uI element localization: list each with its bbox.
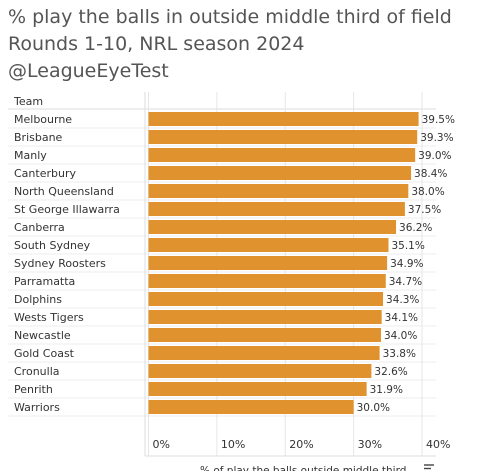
category-label: North Queensland [14, 185, 114, 198]
bar [148, 382, 367, 396]
data-label: 34.7% [389, 276, 422, 288]
category-label: Newcastle [14, 329, 71, 342]
row-header-team: Team [13, 95, 43, 108]
category-label: Gold Coast [14, 347, 75, 360]
x-tick-label: 30% [358, 438, 382, 451]
category-label: Cronulla [14, 365, 60, 378]
x-axis-title: % of play the balls outside middle third [200, 465, 406, 471]
bar [148, 166, 412, 180]
data-label: 39.0% [418, 150, 451, 162]
data-label: 35.1% [391, 240, 424, 252]
bar [148, 292, 384, 306]
bar [148, 310, 382, 324]
bar [148, 274, 386, 288]
data-label: 32.6% [374, 366, 407, 378]
data-label: 34.3% [386, 294, 419, 306]
category-label: Canberra [14, 221, 65, 234]
bar [148, 130, 418, 144]
x-tick-label: 20% [289, 438, 313, 451]
chart-author-handle: @LeagueEyeTest [8, 60, 169, 82]
bar [148, 364, 372, 378]
chart-subtitle: Rounds 1-10, NRL season 2024 [8, 33, 305, 55]
bar [148, 346, 380, 360]
category-label: Manly [14, 149, 47, 162]
category-label: St George Illawarra [14, 203, 120, 216]
x-tick-label: 0% [153, 438, 170, 451]
bar [148, 256, 388, 270]
data-label: 34.1% [385, 312, 418, 324]
data-label: 30.0% [357, 402, 390, 414]
data-label: 34.9% [390, 258, 423, 270]
bar [148, 328, 381, 342]
data-label: 38.4% [414, 168, 447, 180]
category-label: Sydney Roosters [14, 257, 106, 270]
category-label: Warriors [14, 401, 60, 414]
category-label: Dolphins [14, 293, 62, 306]
bar [148, 148, 416, 162]
x-tick-label: 10% [221, 438, 245, 451]
bar [148, 202, 405, 216]
category-label: Penrith [14, 383, 53, 396]
bar [148, 400, 354, 414]
data-label: 39.5% [422, 114, 455, 126]
category-label: Melbourne [14, 113, 72, 126]
x-tick-label: 40% [426, 438, 450, 451]
chart-title: % play the balls in outside middle third… [8, 6, 452, 28]
data-label: 38.0% [411, 186, 444, 198]
category-label: Parramatta [14, 275, 75, 288]
data-label: 33.8% [383, 348, 416, 360]
data-label: 31.9% [370, 384, 403, 396]
bar [148, 112, 419, 126]
data-label: 36.2% [399, 222, 432, 234]
data-label: 37.5% [408, 204, 441, 216]
bar [148, 220, 397, 234]
category-label: South Sydney [14, 239, 91, 252]
bar [148, 184, 409, 198]
sort-descending-icon[interactable] [424, 464, 434, 471]
bar [148, 238, 389, 252]
category-label: Wests Tigers [14, 311, 84, 324]
data-label: 34.0% [384, 330, 417, 342]
data-label: 39.3% [420, 132, 453, 144]
category-label: Canterbury [14, 167, 76, 180]
chart-title-block: % play the balls in outside middle third… [8, 4, 476, 85]
category-label: Brisbane [14, 131, 63, 144]
